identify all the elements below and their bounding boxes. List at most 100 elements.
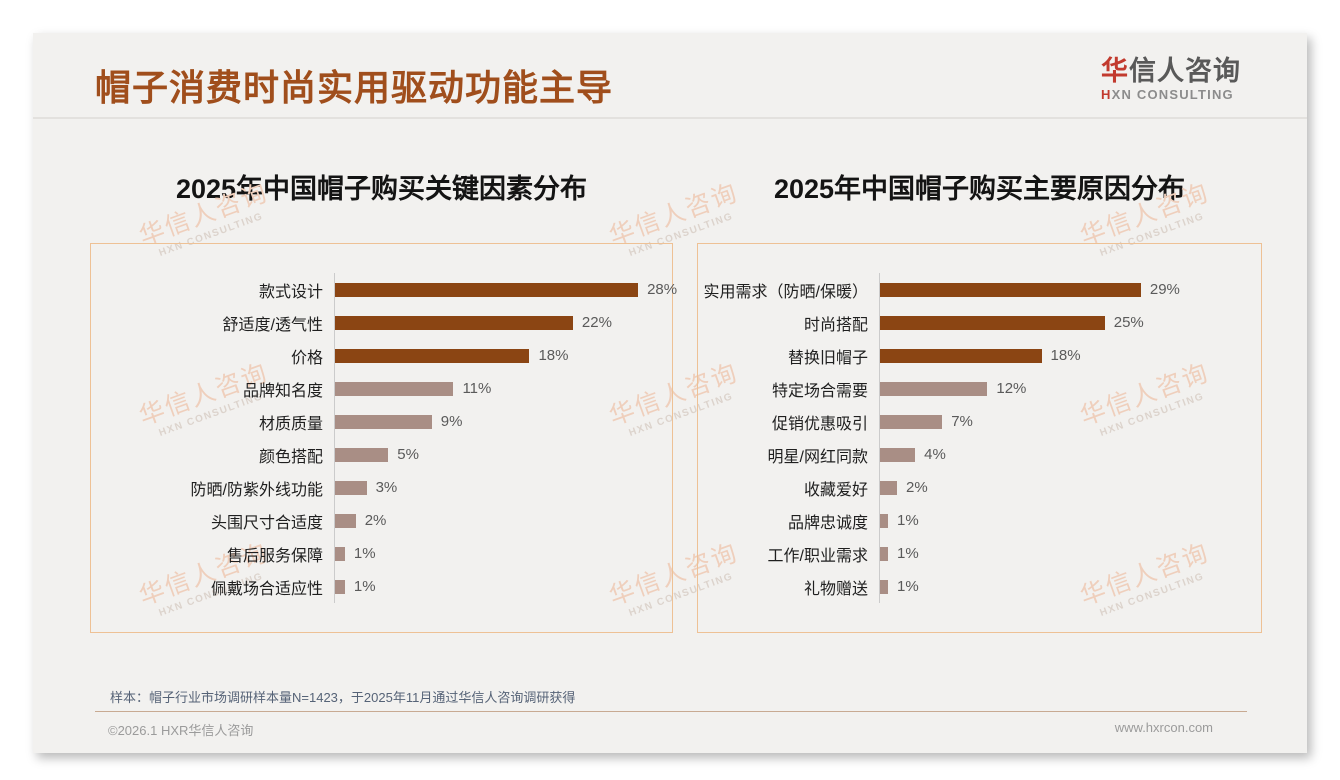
category-label: 礼物赠送 — [803, 580, 868, 598]
bar — [879, 447, 916, 462]
bar-row: 款式设计 28% — [91, 273, 677, 306]
value-label: 22% — [581, 314, 612, 331]
left-chart-rows: 款式设计 28% 舒适度/透气性 22% 价格 18% 品牌知名度 11% 材质质量 9% 颜色搭配… — [91, 273, 677, 603]
bar — [879, 315, 1105, 330]
bar — [879, 513, 889, 528]
bar-row: 材质质量 9% — [91, 405, 672, 438]
bar-row: 明星/网红同款 4% — [698, 438, 1261, 471]
category-label: 颜色搭配 — [258, 448, 323, 466]
bar — [879, 579, 889, 594]
footer: ©2026.1 HXR华信人咨询 www.hxrcon.com — [33, 720, 1307, 740]
value-label: 9% — [440, 413, 463, 430]
category-label: 售后服务保障 — [226, 547, 323, 565]
bar-row: 品牌知名度 11% — [91, 372, 672, 405]
value-label: 11% — [462, 380, 492, 397]
bar — [334, 579, 345, 594]
value-label: 29% — [1149, 281, 1180, 298]
bar-row: 时尚搭配 25% — [698, 306, 1261, 339]
value-label: 1% — [897, 545, 919, 562]
logo-en-accent: H — [1101, 86, 1112, 102]
value-label: 2% — [364, 512, 387, 529]
category-label: 收藏爱好 — [803, 481, 868, 499]
bar-row: 促销优惠吸引 7% — [698, 405, 1261, 438]
bar-row: 头围尺寸合适度 2% — [91, 504, 672, 537]
value-label: 18% — [538, 347, 569, 364]
bar-row: 特定场合需要 12% — [698, 372, 1261, 405]
value-label: 28% — [647, 281, 678, 298]
company-logo: 华信人咨询 HXN CONSULTING — [1101, 56, 1241, 103]
value-label: 18% — [1050, 347, 1081, 364]
bar-row: 颜色搭配 5% — [91, 438, 672, 471]
left-chart-panel: 款式设计 28% 舒适度/透气性 22% 价格 18% 品牌知名度 11% 材质质量 9% 颜色搭配… — [90, 243, 677, 633]
bar-row: 防晒/防紫外线功能 3% — [91, 471, 672, 504]
category-label: 品牌忠诚度 — [787, 514, 868, 532]
bar-row: 舒适度/透气性 22% — [91, 306, 672, 339]
bar — [879, 480, 898, 495]
bar-row: 实用需求（防晒/保暖） 29% — [698, 273, 1261, 306]
right-chart-rows: 实用需求（防晒/保暖） 29% 时尚搭配 25% 替换旧帽子 18% 特定场合需要 12% 促销… — [698, 273, 1261, 603]
logo-cn-accent: 华 — [1101, 56, 1129, 86]
category-label: 替换旧帽子 — [787, 349, 868, 367]
bar — [334, 480, 367, 495]
footer-divider — [95, 711, 1247, 712]
category-label: 促销优惠吸引 — [771, 415, 868, 433]
slide: 华信人咨询 HXN CONSULTING 华信人咨询 HXN CONSULTING 华信… — [33, 33, 1307, 753]
value-label: 2% — [906, 479, 928, 496]
category-label: 舒适度/透气性 — [222, 316, 323, 334]
category-label: 材质质量 — [258, 415, 323, 433]
bar — [879, 381, 988, 396]
logo-chinese-name: 华信人咨询 — [1101, 56, 1241, 87]
value-label: 3% — [375, 479, 398, 496]
bar — [879, 348, 1042, 363]
left-chart-title: 2025年中国帽子购买关键因素分布 — [175, 174, 588, 204]
category-label: 品牌知名度 — [242, 382, 323, 400]
logo-en-rest: XN CONSULTING — [1111, 86, 1234, 102]
bar — [334, 513, 356, 528]
bar-row: 工作/职业需求 1% — [698, 537, 1261, 570]
header: 帽子消费时尚实用驱动功能主导 华信人咨询 HXN CONSULTING — [33, 33, 1307, 119]
bar — [879, 546, 889, 561]
category-label: 款式设计 — [258, 283, 323, 301]
bar — [334, 546, 345, 561]
bar — [334, 315, 573, 330]
value-label: 1% — [897, 578, 919, 595]
right-chart-title: 2025年中国帽子购买主要原因分布 — [773, 174, 1186, 204]
category-label: 头围尺寸合适度 — [210, 514, 323, 532]
bar — [334, 348, 530, 363]
value-label: 4% — [924, 446, 946, 463]
category-label: 特定场合需要 — [771, 382, 868, 400]
value-label: 25% — [1113, 314, 1144, 331]
category-label: 时尚搭配 — [803, 316, 868, 334]
category-label: 工作/职业需求 — [767, 547, 868, 565]
bar-row: 佩戴场合适应性 1% — [91, 570, 672, 603]
bar — [879, 414, 943, 429]
value-label: 12% — [996, 380, 1027, 397]
bar-row: 收藏爱好 2% — [698, 471, 1261, 504]
category-label: 价格 — [290, 349, 323, 367]
bar — [334, 282, 639, 297]
bar — [334, 381, 454, 396]
category-label: 防晒/防紫外线功能 — [190, 481, 323, 499]
right-chart-panel: 实用需求（防晒/保暖） 29% 时尚搭配 25% 替换旧帽子 18% 特定场合需要 12% 促销… — [697, 243, 1262, 633]
value-label: 7% — [951, 413, 973, 430]
bar-row: 替换旧帽子 18% — [698, 339, 1261, 372]
value-label: 1% — [353, 545, 376, 562]
copyright-text: ©2026.1 HXR华信人咨询 — [108, 723, 254, 738]
category-label: 实用需求（防晒/保暖） — [703, 283, 868, 301]
axis-line — [879, 273, 880, 603]
value-label: 5% — [397, 446, 419, 463]
bar-row: 价格 18% — [91, 339, 672, 372]
logo-cn-rest: 信人咨询 — [1129, 56, 1241, 86]
bar-row: 售后服务保障 1% — [91, 537, 672, 570]
axis-line — [334, 273, 335, 603]
logo-english-name: HXN CONSULTING — [1101, 87, 1241, 103]
bar-row: 礼物赠送 1% — [698, 570, 1261, 603]
page-title: 帽子消费时尚实用驱动功能主导 — [95, 67, 614, 108]
category-label: 明星/网红同款 — [767, 448, 868, 466]
sample-footnote: 样本：帽子行业市场调研样本量N=1423，于2025年11月通过华信人咨询调研获… — [110, 690, 576, 705]
bar-row: 品牌忠诚度 1% — [698, 504, 1261, 537]
website-url: www.hxrcon.com — [1114, 720, 1213, 735]
bar — [879, 282, 1141, 297]
value-label: 1% — [897, 512, 919, 529]
value-label: 1% — [353, 578, 376, 595]
